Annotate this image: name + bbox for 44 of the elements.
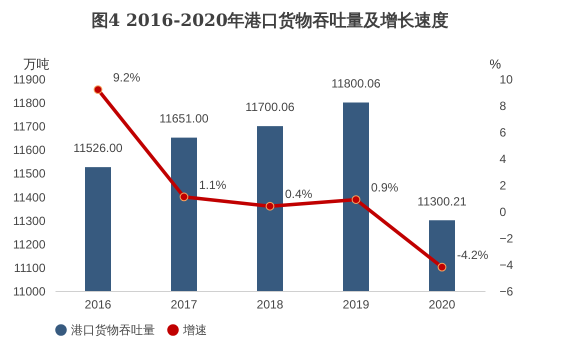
data-label: 11800.06 [331, 76, 381, 91]
x-tick-label: 2018 [256, 298, 284, 312]
y-tick-label: 11600 [13, 143, 46, 158]
y2-tick-label: 10 [500, 72, 514, 86]
data-label: 9.2% [113, 70, 141, 85]
legend-label: 增速 [182, 323, 207, 337]
y2-tick-label: −4 [500, 258, 514, 272]
y-tick-label: 11000 [13, 284, 46, 298]
point [438, 262, 446, 272]
data-label: 0.4% [285, 187, 313, 202]
point [94, 85, 102, 94]
y-axis-title: 万吨 [24, 56, 50, 72]
data-label: 11300.21 [417, 194, 467, 208]
y2-tick-label: −2 [500, 232, 514, 246]
y-tick-label: 11700 [13, 120, 46, 134]
point [180, 192, 188, 202]
y-tick-label: 11900 [13, 72, 46, 86]
x-tick-label: 2017 [170, 298, 198, 312]
y-tick-label: 11100 [14, 260, 46, 275]
point [352, 195, 360, 204]
data-label: 11700.06 [245, 100, 295, 114]
y-tick-label: 11300 [13, 214, 46, 228]
y2-tick-label: −6 [500, 284, 514, 298]
x-tick-label: 2020 [428, 298, 456, 312]
x-tick-label: 2016 [84, 298, 112, 312]
point [266, 202, 274, 211]
x-tick-label: 2019 [342, 298, 370, 312]
y2-tick-label: 4 [500, 152, 506, 166]
y2-axis-title: % [490, 56, 502, 72]
chart-title: 图4 2016-2020年港口货物吞吐量及增长速度 [91, 11, 449, 31]
y2-tick-label: 2 [500, 178, 506, 192]
y-tick-label: 11500 [13, 166, 46, 181]
y2-tick-label: 8 [500, 99, 506, 113]
data-label: 0.9% [371, 180, 399, 195]
data-label: 1.1% [199, 178, 227, 192]
legend-label: 港口货物吞吐量 [71, 323, 155, 337]
data-label: -4.2% [457, 248, 489, 262]
y-tick-label: 11400 [13, 190, 46, 204]
y2-tick-label: 6 [500, 126, 506, 140]
y-tick-label: 11800 [13, 96, 46, 110]
y-tick-label: 11200 [13, 237, 46, 252]
y2-tick-label: 0 [500, 205, 506, 219]
data-label: 11526.00 [73, 141, 123, 156]
data-label: 11651.00 [159, 112, 209, 126]
